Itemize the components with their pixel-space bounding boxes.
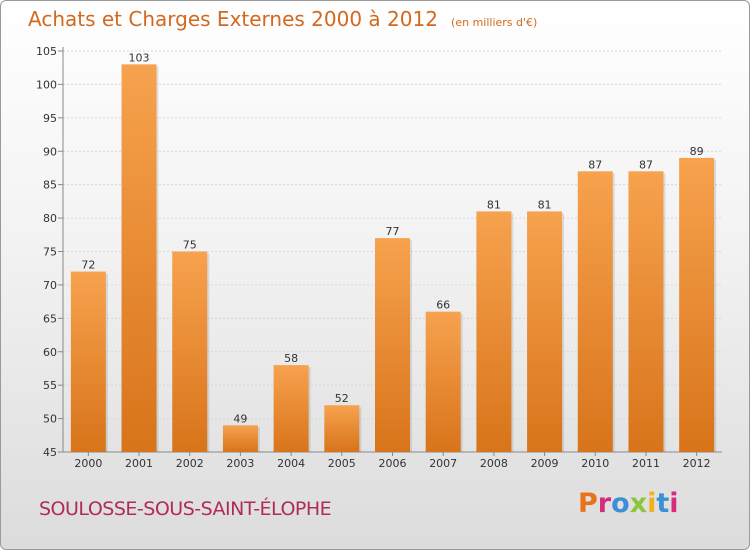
y-tick-label: 105 [36, 45, 57, 58]
x-tick-label: 2012 [683, 457, 711, 470]
bar-2009 [527, 211, 563, 452]
bar-2008 [476, 211, 512, 452]
x-tick-label: 2000 [74, 457, 102, 470]
bar-2010 [577, 171, 613, 453]
y-tick-label: 60 [43, 346, 57, 359]
y-tick-label: 90 [43, 145, 57, 158]
bar-2012 [679, 157, 715, 452]
axis-layer: 45 50 55 60 65 70 75 80 85 90 95 100 105 2000 2001 2002… [36, 45, 722, 470]
value-label: 75 [183, 239, 197, 252]
y-tick-label: 85 [43, 179, 57, 192]
x-tick-label: 2008 [480, 457, 508, 470]
x-tick-label: 2004 [277, 457, 305, 470]
y-tick-label: 65 [43, 312, 57, 325]
y-tick-label: 95 [43, 112, 57, 125]
value-label: 81 [487, 198, 501, 211]
value-label: 58 [284, 352, 298, 365]
proxiti-logo[interactable]: Proxiti [578, 488, 679, 519]
value-label: 89 [690, 145, 704, 158]
value-label: 66 [436, 299, 450, 312]
x-tick-label: 2001 [125, 457, 153, 470]
y-tick-label: 45 [43, 446, 57, 459]
logo-letter: o [611, 488, 630, 519]
bar-2007 [425, 311, 461, 452]
value-label: 72 [81, 259, 95, 272]
x-tick-label: 2005 [328, 457, 356, 470]
chart-title: Achats et Charges Externes 2000 à 2012 [28, 7, 438, 31]
logo-letter: i [669, 488, 679, 519]
bar-2002 [172, 251, 208, 452]
x-tick-label: 2007 [429, 457, 457, 470]
value-label: 81 [538, 198, 552, 211]
value-label: 49 [233, 412, 247, 425]
logo-letter: x [629, 488, 648, 519]
x-tick-label: 2002 [176, 457, 204, 470]
bar-2000 [70, 271, 106, 452]
value-label: 87 [639, 158, 653, 171]
x-tick-label: 2003 [226, 457, 254, 470]
x-tick-label: 2006 [379, 457, 407, 470]
value-label: 77 [386, 225, 400, 238]
logo-letter: t [656, 488, 670, 519]
y-tick-label: 75 [43, 246, 57, 259]
logo-letter: r [597, 488, 612, 519]
y-tick-label: 50 [43, 413, 57, 426]
x-tick-label: 2009 [531, 457, 559, 470]
bar-2011 [628, 171, 664, 453]
x-tick-label: 2011 [632, 457, 660, 470]
label-layer: 72 103 75 49 58 52 77 66 81 81 87 87 89 [81, 51, 703, 425]
y-tick-label: 70 [43, 279, 57, 292]
value-label: 87 [588, 158, 602, 171]
bar-2006 [375, 238, 410, 452]
commune-name: SOULOSSE-SOUS-SAINT-ÉLOPHE [39, 498, 332, 520]
x-tick-label: 2010 [581, 457, 609, 470]
chart-subtitle: (en milliers d'€) [451, 16, 538, 29]
bar-layer [70, 64, 717, 453]
y-tick-label: 80 [43, 212, 57, 225]
bar-2003 [222, 425, 258, 452]
y-tick-label: 100 [36, 78, 57, 91]
bar-2001 [121, 64, 157, 452]
value-label: 103 [129, 51, 150, 64]
bar-2004 [273, 365, 309, 452]
logo-letter: P [578, 488, 598, 519]
y-tick-label: 55 [43, 379, 57, 392]
title-block: Achats et Charges Externes 2000 à 2012 (… [28, 7, 537, 31]
logo-letter: i [647, 488, 657, 519]
value-label: 52 [335, 392, 349, 405]
bar-2005 [324, 405, 360, 452]
